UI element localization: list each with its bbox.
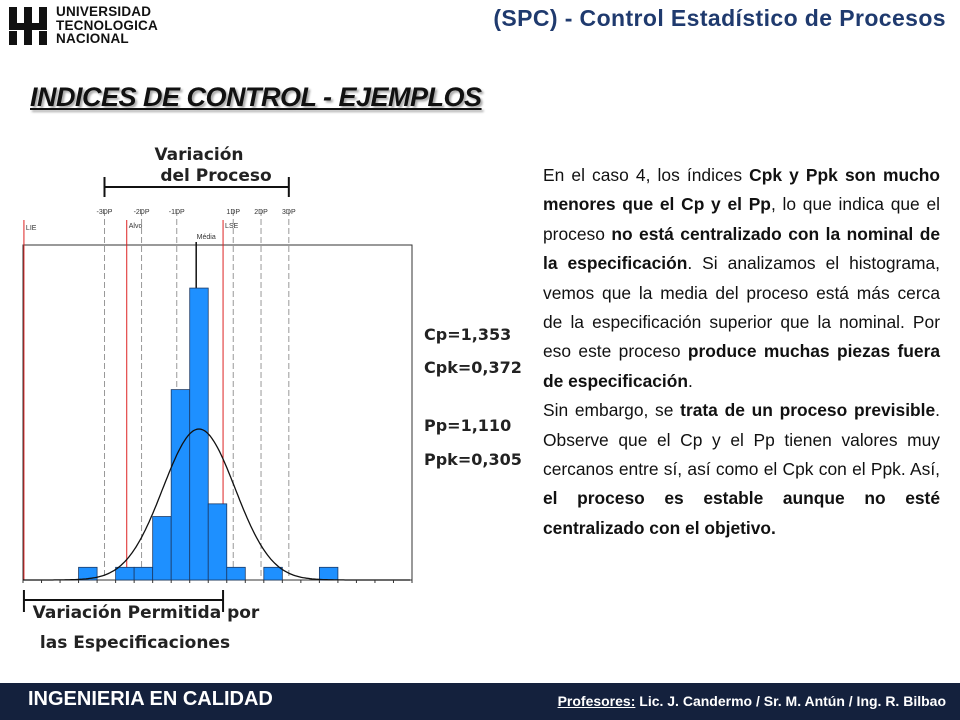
histogram-bar: [263, 566, 283, 581]
histogram-bar: [133, 566, 154, 581]
logo-line: UNIVERSIDAD: [56, 4, 152, 19]
capability-index: Pp=1,110: [424, 416, 511, 435]
sigma-line-label: -3DP: [97, 209, 113, 216]
sigma-line-label: 3DP: [282, 209, 296, 216]
mean-line-label: Média: [197, 234, 216, 241]
sigma-line-label: -1DP: [169, 209, 185, 216]
footer-course: INGENIERIA EN CALIDAD: [28, 688, 273, 710]
explanation-text: En el caso 4, los índices Cpk y Ppk son …: [543, 161, 940, 543]
text-run: Sin embargo, se: [543, 400, 681, 421]
paragraph-2: Sin embargo, se trata de un proceso prev…: [543, 396, 940, 543]
process-variation-label: del Proceso: [160, 166, 271, 186]
university-logo: UNIVERSIDAD TECNOLOGICA NACIONAL: [6, 4, 226, 48]
sigma-line-label: 1DP: [226, 209, 240, 216]
capability-index: Cpk=0,372: [424, 358, 522, 377]
histogram-bar: [170, 389, 191, 581]
bold-text: no está centralizado con la nominal de l…: [543, 223, 940, 274]
logo-text: UNIVERSIDAD TECNOLOGICA NACIONAL: [56, 5, 158, 46]
text-run: . Si analizamos el histograma, vemos que…: [543, 253, 940, 362]
spec-line-label: LIE: [26, 225, 37, 232]
histogram-bar: [226, 566, 246, 581]
text-run: .: [687, 370, 693, 391]
spec-variation-label: Variación Permitida por: [33, 603, 260, 623]
footer-bar: INGENIERIA EN CALIDAD Profesores: Lic. J…: [0, 683, 960, 720]
text-run: , lo que indica que el proceso: [543, 194, 941, 244]
spec-line-label: Alvo: [129, 223, 143, 230]
spec-line-label: LSE: [225, 223, 239, 230]
process-variation-label: Variación: [154, 145, 243, 165]
histogram-bar: [189, 287, 209, 581]
logo-line: TECNOLOGICA: [56, 17, 158, 33]
professors-label: Profesores:: [557, 693, 636, 709]
capability-index: Cp=1,353: [424, 325, 511, 344]
histogram-bar: [115, 566, 135, 581]
bold-text: Cpk y Ppk son mucho menores que el Cp y …: [543, 165, 940, 215]
header-title: (SPC) - Control Estadístico de Procesos: [493, 5, 946, 31]
sigma-line-label: 2DP: [254, 209, 268, 216]
logo-line: NACIONAL: [56, 31, 129, 46]
footer-professors: Profesores: Lic. J. Candermo / Sr. M. An…: [558, 693, 946, 709]
histogram-bar: [152, 516, 172, 581]
normal-curve: [23, 428, 411, 581]
text-run: . Observe que el Cp y el Pp tienen valor…: [543, 400, 940, 480]
histogram-bar: [78, 566, 98, 581]
spec-variation-label: las Especificaciones: [40, 633, 230, 653]
bold-text: trata de un proceso previsible: [680, 400, 936, 421]
paragraph-1: En el caso 4, los índices Cpk y Ppk son …: [543, 161, 940, 396]
slide-title: INDICES DE CONTROL - EJEMPLOS: [30, 82, 482, 112]
bold-text: el proceso es estable aunque no esté cen…: [543, 488, 940, 538]
sigma-line-label: -2DP: [134, 209, 150, 216]
text-run: En el caso 4, los índices: [543, 165, 750, 185]
histogram-bar: [207, 503, 228, 581]
capability-index: Ppk=0,305: [424, 450, 522, 469]
histogram-chart: LIE Alvo LSE -3DP -2DP -1DP 1DP 2DP 3DP Média Vari…: [22, 145, 522, 653]
utn-logo-icon: [6, 4, 50, 48]
histogram-bar: [318, 566, 339, 581]
professors-names: Lic. J. Candermo / Sr. M. Antún / Ing. R…: [635, 693, 946, 709]
bold-text: produce muchas piezas fuera de especific…: [543, 341, 941, 391]
